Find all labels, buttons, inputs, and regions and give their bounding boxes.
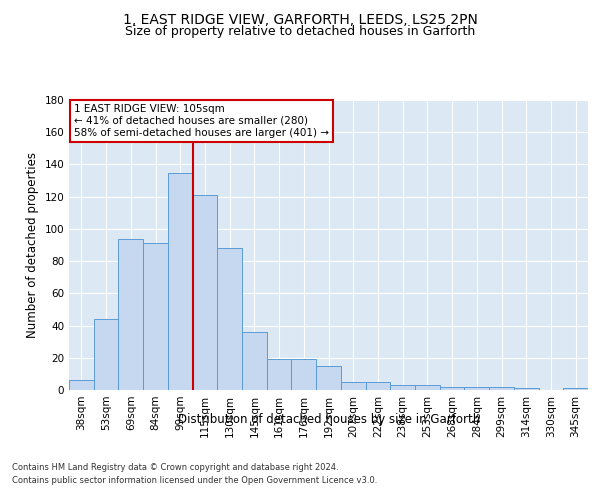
- Text: Size of property relative to detached houses in Garforth: Size of property relative to detached ho…: [125, 25, 475, 38]
- Bar: [94, 319, 118, 390]
- Bar: [242, 332, 267, 390]
- Bar: [292, 360, 316, 390]
- Text: Contains HM Land Registry data © Crown copyright and database right 2024.: Contains HM Land Registry data © Crown c…: [12, 462, 338, 471]
- Bar: [168, 172, 193, 390]
- Bar: [316, 366, 341, 390]
- Bar: [365, 382, 390, 390]
- Bar: [514, 388, 539, 390]
- Bar: [267, 360, 292, 390]
- Text: Contains public sector information licensed under the Open Government Licence v3: Contains public sector information licen…: [12, 476, 377, 485]
- Text: Distribution of detached houses by size in Garforth: Distribution of detached houses by size …: [178, 412, 480, 426]
- Bar: [69, 380, 94, 390]
- Bar: [341, 382, 365, 390]
- Bar: [118, 238, 143, 390]
- Y-axis label: Number of detached properties: Number of detached properties: [26, 152, 39, 338]
- Bar: [390, 385, 415, 390]
- Bar: [440, 387, 464, 390]
- Bar: [415, 385, 440, 390]
- Text: 1, EAST RIDGE VIEW, GARFORTH, LEEDS, LS25 2PN: 1, EAST RIDGE VIEW, GARFORTH, LEEDS, LS2…: [122, 12, 478, 26]
- Bar: [563, 388, 588, 390]
- Bar: [193, 195, 217, 390]
- Bar: [143, 244, 168, 390]
- Bar: [464, 387, 489, 390]
- Text: 1 EAST RIDGE VIEW: 105sqm
← 41% of detached houses are smaller (280)
58% of semi: 1 EAST RIDGE VIEW: 105sqm ← 41% of detac…: [74, 104, 329, 138]
- Bar: [217, 248, 242, 390]
- Bar: [489, 387, 514, 390]
